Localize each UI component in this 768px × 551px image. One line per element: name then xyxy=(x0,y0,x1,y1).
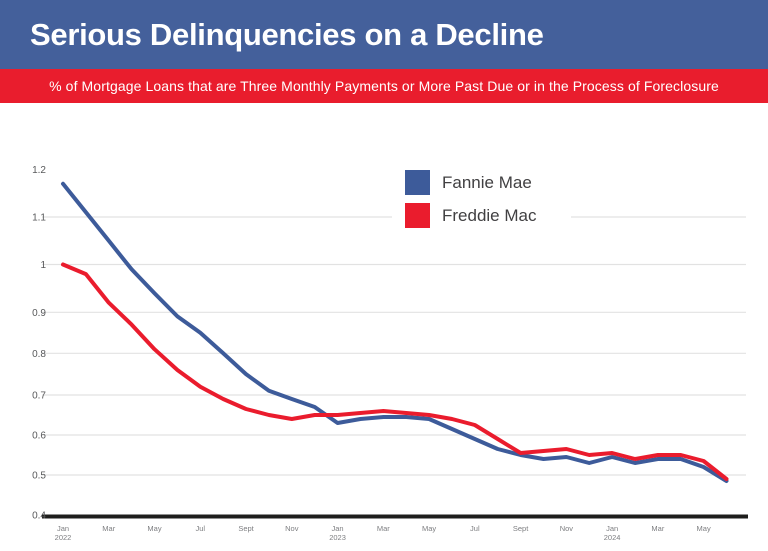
x-tick-label-May: May xyxy=(697,524,711,533)
y-tick-label-0.5: 0.5 xyxy=(32,471,46,482)
y-tick-label-0.9: 0.9 xyxy=(32,308,46,319)
x-tick-label-Mar: Mar xyxy=(102,524,115,533)
series-line-fannie-mae xyxy=(61,181,729,483)
x-tick-label-Jul: Jul xyxy=(195,524,205,533)
x-tick-label-May: May xyxy=(147,524,161,533)
legend-label-freddie-mac: Freddie Mac xyxy=(442,205,537,225)
x-tick-label-Mar: Mar xyxy=(377,524,390,533)
x-tick-label-Mar: Mar xyxy=(651,524,664,533)
page-subtitle: % of Mortgage Loans that are Three Month… xyxy=(49,78,719,94)
legend-item-freddie-mac: Freddie Mac xyxy=(405,203,561,228)
x-tick-label-Nov: Nov xyxy=(285,524,299,533)
page-title: Serious Delinquencies on a Decline xyxy=(30,16,544,52)
x-tick-label-May: May xyxy=(422,524,436,533)
y-tick-label-0.4: 0.4 xyxy=(32,511,46,522)
y-tick-label-0.7: 0.7 xyxy=(32,391,46,402)
x-tick-label-Jul: Jul xyxy=(470,524,480,533)
freddie-mac-swatch-icon xyxy=(405,203,430,228)
legend: Fannie Mae Freddie Mac xyxy=(392,162,571,236)
legend-item-fannie-mae: Fannie Mae xyxy=(405,170,561,195)
x-tick-year-2022: 2022 xyxy=(55,533,72,542)
x-tick-label-Jan-2022: Jan xyxy=(57,524,69,533)
x-tick-label-Sept: Sept xyxy=(513,524,529,533)
title-banner: Serious Delinquencies on a Decline xyxy=(0,0,768,69)
x-axis-line xyxy=(42,514,748,519)
legend-label-fannie-mae: Fannie Mae xyxy=(442,172,532,192)
x-tick-year-2024: 2024 xyxy=(604,533,621,542)
x-tick-label-Sept: Sept xyxy=(238,524,254,533)
x-tick-year-2023: 2023 xyxy=(329,533,346,542)
y-tick-label-0.8: 0.8 xyxy=(32,349,46,360)
y-tick-label-1.2: 1.2 xyxy=(32,165,46,176)
subtitle-banner: % of Mortgage Loans that are Three Month… xyxy=(0,69,768,103)
y-tick-label-1.1: 1.1 xyxy=(32,213,46,224)
y-tick-label-0.6: 0.6 xyxy=(32,431,46,442)
y-tick-label-1: 1 xyxy=(40,260,46,271)
fannie-mae-swatch-icon xyxy=(405,170,430,195)
x-tick-label-Nov: Nov xyxy=(560,524,574,533)
x-tick-label-Jan-2023: Jan xyxy=(332,524,344,533)
x-tick-label-Jan-2024: Jan xyxy=(606,524,618,533)
series-line-freddie-mac xyxy=(61,262,729,481)
